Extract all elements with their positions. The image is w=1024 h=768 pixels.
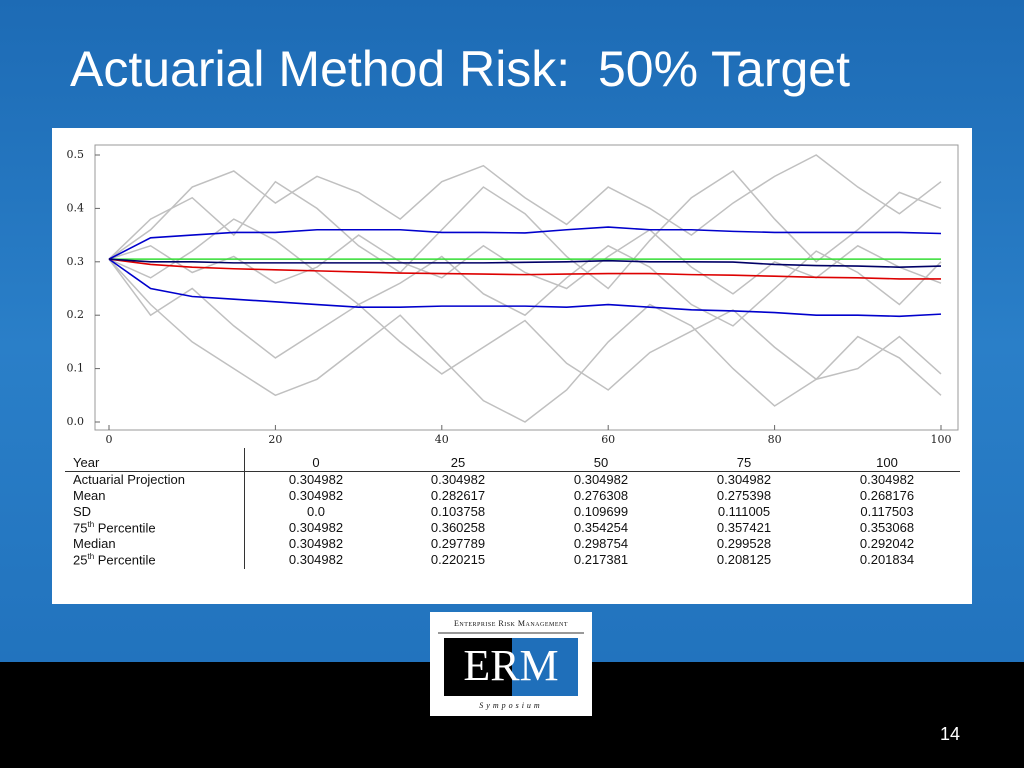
logo-mark: ERM [463, 641, 558, 690]
logo: Enterprise Risk Management ERM Symposium [430, 612, 592, 716]
row-label: Median [73, 536, 116, 551]
logo-top: Enterprise Risk Management [454, 619, 568, 628]
row-label-part: 75 [73, 520, 88, 536]
table-cell: 0.304982 [859, 472, 915, 487]
table-cell: 0.292042 [859, 536, 915, 551]
y-tick-label: 0.0 [67, 415, 85, 428]
table-cell: 0.354254 [573, 520, 629, 535]
table-cell: 0.304982 [288, 472, 344, 487]
header-rule [65, 471, 960, 472]
series-line [108, 218, 942, 327]
row-label-part: th [87, 520, 95, 529]
plot-frame [94, 144, 959, 431]
table-cell: 0.208125 [716, 552, 772, 567]
table-cell: 0.353068 [859, 520, 915, 535]
series-line [108, 154, 942, 260]
table-cell: 0.304982 [288, 520, 344, 535]
series-line [108, 228, 942, 295]
row-label: SD [73, 504, 91, 519]
y-tick-label: 0.3 [67, 255, 85, 268]
series-line [108, 258, 941, 280]
x-tick-label: 40 [435, 433, 449, 446]
table-cell: 0.299528 [716, 536, 772, 551]
row-label: Mean [73, 488, 106, 503]
slide-title: Actuarial Method Risk: 50% Target [70, 41, 851, 97]
table-cell: 0.109699 [573, 504, 629, 519]
table-cell: 0.111005 [717, 504, 771, 519]
y-tick-label: 0.2 [67, 308, 85, 321]
logo-graphic: Enterprise Risk Management ERM Symposium [438, 619, 584, 710]
table-cell: 0.297789 [430, 536, 486, 551]
table-cell: 0.357421 [716, 520, 772, 535]
table-cell: 0.304982 [288, 552, 344, 567]
row-label: 25th Percentile [73, 552, 156, 567]
series-line [108, 258, 942, 318]
row-label-part: th [87, 552, 95, 561]
table-cell: 0.268176 [859, 488, 915, 503]
table-cell: 0.304982 [288, 536, 344, 551]
x-tick-label: 80 [768, 433, 782, 446]
column-rule [244, 448, 245, 569]
table-cell: 0.201834 [859, 552, 915, 567]
table-cell: 75 [736, 455, 752, 470]
table-cell: 0 [312, 455, 320, 470]
table-cell: 0.276308 [573, 488, 629, 503]
table-cell: 0.0 [306, 504, 326, 519]
chart: 0.0 0.1 0.2 0.3 0.4 0.5 0 20 40 60 80 100 [67, 144, 959, 446]
table-cell: 25 [450, 455, 466, 470]
y-tick-label: 0.4 [67, 201, 85, 214]
x-tick-label: 20 [268, 433, 282, 446]
table-cell: 0.275398 [716, 488, 772, 503]
table-cell: 100 [876, 455, 898, 470]
content-panel: 0.0 0.1 0.2 0.3 0.4 0.5 0 20 40 60 80 100 Year 0 25 50… [52, 128, 972, 604]
logo-bottom: Symposium [479, 701, 542, 710]
table-cell: 0.298754 [573, 536, 629, 551]
row-label-part: Mean [73, 488, 106, 503]
table-cell: 0.220215 [430, 552, 486, 567]
row-label-part: Actuarial Projection [73, 472, 185, 487]
series-line [108, 258, 942, 423]
table-cell: 0.304982 [573, 472, 629, 487]
logo-blue [512, 638, 578, 696]
table-cell: 0.217381 [573, 552, 629, 567]
y-tick-label: 0.5 [67, 148, 85, 161]
x-tick-label: 60 [601, 433, 615, 446]
row-label: 75th Percentile [73, 520, 156, 535]
table-cell: 0.282617 [430, 488, 486, 503]
series-line [108, 226, 942, 260]
series-line [108, 258, 942, 391]
series-line [108, 170, 942, 290]
row-label-part: 25 [73, 552, 88, 568]
page-number: 14 [940, 724, 961, 744]
table-cell: 50 [593, 455, 609, 470]
x-tick-label: 0 [106, 433, 113, 446]
table-cell: 0.103758 [430, 504, 486, 519]
table-cell: 0.360258 [430, 520, 486, 535]
row-label: Actuarial Projection [73, 472, 185, 487]
row-label-part: SD [73, 504, 92, 519]
series-line [108, 258, 942, 268]
logo-black [444, 638, 512, 696]
table-cell: 0.117503 [860, 504, 914, 519]
row-label-part: Median [73, 536, 116, 551]
table-cell: Year [73, 455, 100, 470]
row-label-part: Percentile [94, 520, 156, 536]
table-cell: 0.304982 [716, 472, 772, 487]
x-tick-label: 100 [931, 433, 952, 446]
table-cell: 0.304982 [430, 472, 486, 487]
table-cell: 0.304982 [288, 488, 344, 503]
y-tick-label: 0.1 [67, 362, 85, 375]
row-label-part: Percentile [94, 552, 156, 568]
